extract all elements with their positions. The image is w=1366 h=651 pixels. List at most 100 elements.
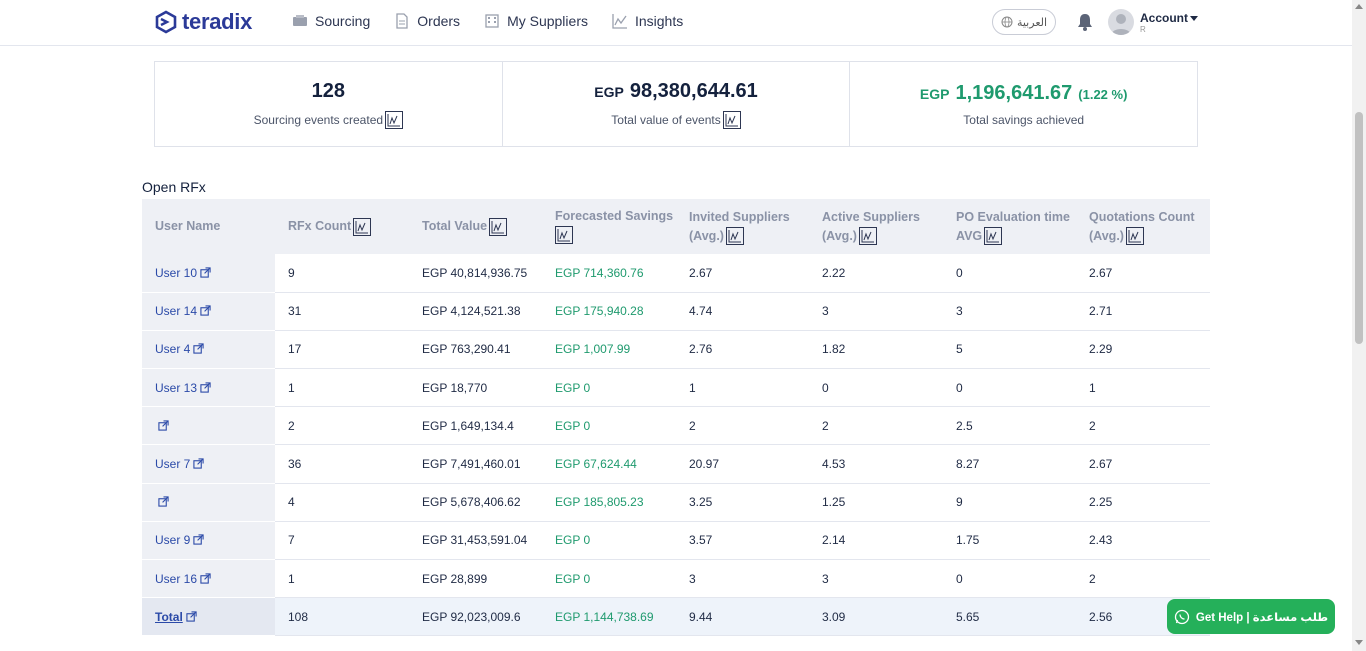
invited-cell: 2.76 <box>676 330 809 370</box>
user-name-cell[interactable]: User 14 <box>142 292 275 331</box>
user-name-cell[interactable] <box>142 483 275 522</box>
external-link-icon[interactable] <box>200 305 211 316</box>
chevron-down-icon[interactable] <box>1190 16 1198 21</box>
external-link-icon[interactable] <box>200 572 211 584</box>
get-help-button[interactable]: Get Help | طلب مساعدة <box>1167 599 1335 634</box>
page-scrollbar[interactable] <box>1352 0 1366 651</box>
user-name-cell[interactable]: User 13 <box>142 368 275 408</box>
scroll-thumb[interactable] <box>1355 112 1363 344</box>
nav-sourcing-label: Sourcing <box>315 13 371 29</box>
teradix-logo[interactable]: teradix <box>154 9 252 35</box>
savings-cell: EGP 0 <box>542 368 676 408</box>
external-link-icon[interactable] <box>200 267 211 278</box>
active-cell: 3.09 <box>809 597 943 637</box>
active-cell: 1.25 <box>809 483 943 522</box>
user-name-link[interactable]: User 7 <box>155 457 191 472</box>
external-link-icon[interactable] <box>158 496 169 507</box>
quotes-cell: 2.67 <box>1076 444 1210 484</box>
savings-cell: EGP 714,360.76 <box>542 254 676 293</box>
user-name-cell[interactable]: User 16 <box>142 559 275 599</box>
account-sub-label: R <box>1140 25 1146 34</box>
column-header: PO Evaluation time AVG <box>943 199 1076 254</box>
account-label[interactable]: Account <box>1140 11 1188 25</box>
nav-my-suppliers[interactable]: My Suppliers <box>484 13 588 29</box>
column-header: User Name <box>142 199 275 254</box>
nav-insights-label: Insights <box>634 13 684 29</box>
document-icon <box>396 13 408 29</box>
user-name-link[interactable]: User 4 <box>155 342 191 357</box>
table-row: 4 EGP 5,678,406.62 EGP 185,805.23 3.25 1.25 9… <box>142 483 1210 522</box>
column-header: RFx Count <box>275 199 409 254</box>
nav-orders[interactable]: Orders <box>394 13 460 29</box>
invited-cell: 1 <box>676 368 809 408</box>
scroll-down-arrow-icon[interactable] <box>1355 640 1363 645</box>
line-chart-icon[interactable] <box>1125 227 1144 245</box>
whatsapp-icon <box>1174 609 1190 624</box>
user-name-cell[interactable]: User 9 <box>142 521 275 561</box>
user-name-link[interactable]: User 9 <box>155 533 191 548</box>
user-name-link[interactable]: User 14 <box>155 304 198 319</box>
user-name-link[interactable]: Total <box>155 609 183 624</box>
table-body: User 10 9 EGP 40,814,936.75 EGP 714,360.76 2… <box>142 254 1210 637</box>
line-chart-icon[interactable] <box>722 110 741 129</box>
savings-row: EGP 1,196,641.67 (1.22 %) <box>920 82 1128 105</box>
user-name-cell[interactable]: User 4 <box>142 330 275 370</box>
quotes-cell: 1 <box>1076 368 1210 408</box>
external-link-icon[interactable] <box>158 420 169 431</box>
po-cell: 5.65 <box>943 597 1076 637</box>
savings-cell: EGP 1,007.99 <box>542 330 676 370</box>
scroll-up-arrow-icon[interactable] <box>1355 4 1363 9</box>
invited-cell: 2.67 <box>676 254 809 293</box>
user-name-link[interactable]: User 13 <box>155 380 198 395</box>
user-name-link[interactable]: User 16 <box>155 571 198 586</box>
column-header-sublabel: (Avg.) <box>689 228 724 243</box>
column-header-content: Invited Suppliers (Avg.) <box>689 208 809 246</box>
external-link-icon[interactable] <box>200 382 211 393</box>
nav-insights[interactable]: Insights <box>612 13 683 29</box>
column-header: Active Suppliers (Avg.) <box>809 199 943 254</box>
user-name-cell[interactable]: Total <box>142 597 275 637</box>
user-name-link[interactable]: User 10 <box>155 265 198 280</box>
user-name-cell[interactable]: User 7 <box>142 444 275 484</box>
external-link-icon[interactable] <box>193 534 204 546</box>
total-value-currency: EGP <box>594 83 624 100</box>
savings-cell: EGP 1,144,738.69 <box>542 597 676 637</box>
line-chart-icon[interactable] <box>489 217 508 236</box>
user-avatar-icon <box>1111 14 1131 35</box>
savings-cell: EGP 67,624.44 <box>542 444 676 484</box>
table-row: User 9 7 EGP 31,453,591.04 EGP 0 3.57 2.14 1.7… <box>142 521 1210 561</box>
count-cell: 9 <box>275 254 409 293</box>
user-name-cell[interactable] <box>142 406 275 446</box>
count-cell: 2 <box>275 406 409 446</box>
line-chart-icon[interactable] <box>725 227 744 245</box>
po-cell: 8.27 <box>943 444 1076 484</box>
value-cell: EGP 5,678,406.62 <box>409 483 542 522</box>
savings-cell: EGP 0 <box>542 521 676 561</box>
invited-cell: 3 <box>676 559 809 599</box>
column-header-sublabel: AVG <box>956 228 983 243</box>
avatar[interactable] <box>1108 9 1134 35</box>
count-cell: 1 <box>275 368 409 408</box>
line-chart-icon[interactable] <box>984 227 1003 245</box>
line-chart-icon[interactable] <box>385 110 404 129</box>
user-name-cell[interactable]: User 10 <box>142 254 275 293</box>
language-switch-button[interactable]: العربية <box>992 9 1056 35</box>
column-header-sublabel: (Avg.) <box>822 228 857 243</box>
column-header: Quotations Count (Avg.) <box>1076 199 1210 254</box>
external-link-icon[interactable] <box>186 611 197 622</box>
external-link-icon[interactable] <box>193 458 204 469</box>
line-chart-icon[interactable] <box>555 225 573 244</box>
savings-label: Total savings achieved <box>963 112 1085 127</box>
quotes-cell: 2.67 <box>1076 254 1210 293</box>
line-chart-icon[interactable] <box>858 227 877 245</box>
quotes-cell: 2 <box>1076 559 1210 599</box>
line-chart-icon[interactable] <box>353 217 372 236</box>
nav-sourcing[interactable]: Sourcing <box>292 13 370 29</box>
column-header-content: User Name <box>155 217 275 236</box>
external-link-icon[interactable] <box>193 343 204 355</box>
column-header-label: Quotations Count <box>1089 209 1195 224</box>
active-cell: 2.22 <box>809 254 943 293</box>
bell-icon[interactable] <box>1075 12 1095 32</box>
total-value-row: EGP 98,380,644.61 <box>594 80 757 103</box>
